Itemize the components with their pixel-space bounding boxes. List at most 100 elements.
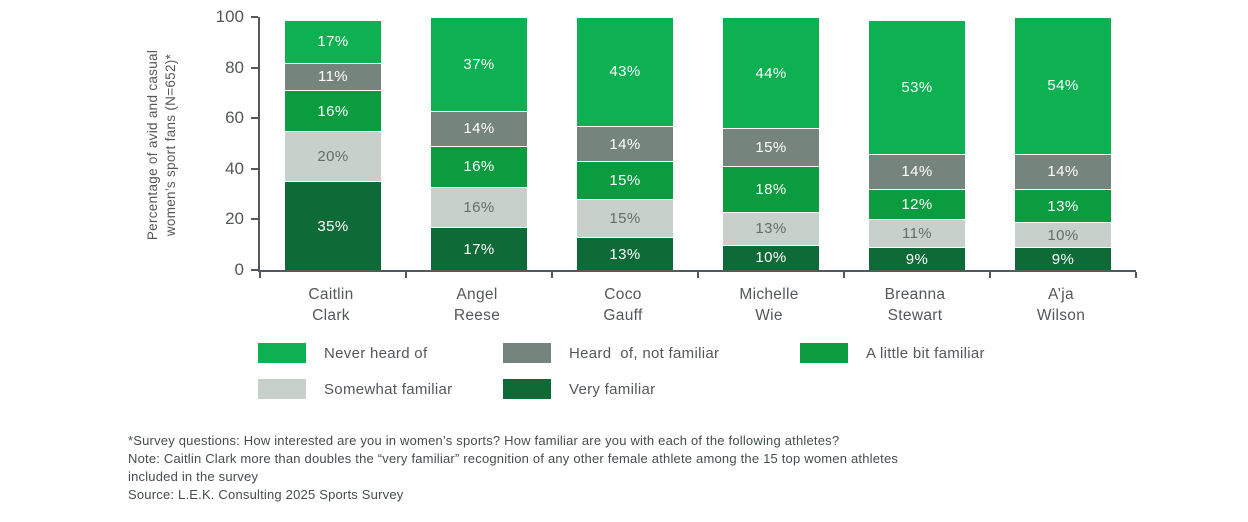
bar-segment: 13%	[723, 211, 819, 245]
bar-segment-label: 16%	[317, 102, 349, 120]
legend-label: Never heard of	[324, 344, 428, 362]
legend-swatch	[258, 343, 306, 363]
category-label-line: Clark	[312, 307, 350, 324]
bar-segment-label: 15%	[609, 210, 641, 228]
footnote-line: included in the survey	[128, 469, 259, 484]
bar-segment-label: 14%	[901, 163, 933, 181]
bar-segment-label: 12%	[901, 196, 933, 214]
footnote-line: Note: Caitlin Clark more than doubles th…	[128, 451, 899, 466]
bar-segment: 13%	[1015, 189, 1111, 222]
x-axis-tick	[697, 272, 699, 278]
category-label-line: Reese	[453, 307, 501, 324]
legend-swatch	[503, 343, 551, 363]
y-axis-tick-label: 40	[225, 158, 244, 178]
category-label: Breanna Stewart	[842, 284, 988, 326]
bar-segment: 11%	[285, 62, 381, 91]
bar-segment: 43%	[577, 17, 673, 126]
bar-segment-label: 11%	[901, 225, 933, 243]
x-axis-tick	[989, 272, 991, 278]
y-axis-tick	[251, 117, 258, 120]
bars-container: 35% 20% 16% 11% 17% 17% 16% 16% 14% 37% 13% 15% 15% 1…	[260, 17, 1136, 270]
legend-swatch	[800, 343, 848, 363]
bar-segment: 14%	[1015, 153, 1111, 190]
stacked-bar: 9% 10% 13% 14% 54%	[1015, 17, 1111, 270]
bar-segment-label: 11%	[317, 68, 349, 86]
bar-segment-label: 35%	[317, 217, 349, 235]
bar-segment-label: 17%	[463, 240, 495, 258]
y-axis-title-line2: women’s sport fans (N=652)*	[163, 53, 178, 237]
legend-label: A little bit familiar	[866, 344, 985, 362]
bar-segment-label: 54%	[1047, 77, 1079, 95]
y-axis-tick-label: 20	[225, 209, 244, 229]
category-label-line: A’ja	[1048, 286, 1074, 303]
bar-segment-label: 53%	[901, 78, 933, 96]
bar-segment-label: 20%	[317, 148, 349, 166]
x-axis-tick	[404, 272, 407, 278]
bar-segment: 16%	[431, 146, 527, 187]
bar-segment: 15%	[577, 161, 673, 200]
y-axis-tick	[251, 66, 258, 69]
bar-segment-label: 9%	[1051, 250, 1075, 268]
category-label-line: Michelle	[739, 286, 799, 303]
bar-segment-label: 10%	[1047, 226, 1079, 244]
bar-segment: 20%	[285, 130, 381, 182]
bar-segment: 10%	[723, 244, 819, 270]
category-label: Michelle Wie	[696, 284, 842, 326]
x-axis-tick	[842, 272, 845, 278]
y-axis-title: Percentage of avid and casual women’s sp…	[144, 0, 182, 295]
legend-label: Very familiar	[569, 380, 656, 398]
stacked-bar: 17% 16% 16% 14% 37%	[431, 17, 527, 270]
category-label: Angel Reese	[404, 284, 550, 326]
bar-slot: 9% 10% 13% 14% 54%	[990, 17, 1136, 270]
category-label-line: Caitlin	[308, 286, 354, 303]
y-axis-tick	[251, 269, 258, 271]
bar-segment: 17%	[285, 19, 381, 63]
x-axis-tick	[259, 272, 261, 278]
bar-segment: 14%	[577, 125, 673, 162]
bar-segment: 12%	[869, 189, 965, 220]
bar-segment-label: 13%	[609, 245, 641, 263]
footnote-line: *Survey questions: How interested are yo…	[128, 433, 840, 448]
stacked-bar: 9% 11% 12% 14% 53%	[869, 17, 965, 270]
category-label-line: Angel	[456, 286, 498, 303]
y-axis-tick-label: 60	[225, 108, 244, 128]
legend-label: Somewhat familiar	[324, 380, 453, 398]
bar-segment-label: 37%	[463, 55, 495, 73]
legend-item: Somewhat familiar	[258, 379, 503, 399]
category-label: A’ja Wilson	[988, 284, 1134, 326]
y-axis-tick	[251, 167, 258, 170]
bar-segment-label: 43%	[609, 63, 641, 81]
bar-slot: 10% 13% 18% 15% 44%	[698, 17, 844, 270]
bar-segment: 53%	[869, 19, 965, 154]
category-label: Caitlin Clark	[258, 284, 404, 326]
stacked-bar: 10% 13% 18% 15% 44%	[723, 17, 819, 270]
bar-segment: 16%	[285, 90, 381, 131]
bar-segment: 16%	[431, 186, 527, 227]
y-axis-title-line1: Percentage of avid and casual	[145, 49, 160, 241]
bar-segment-label: 44%	[755, 64, 787, 82]
category-label-line: Breanna	[884, 286, 946, 303]
bar-segment: 9%	[869, 247, 965, 270]
legend-item: Never heard of	[258, 343, 503, 363]
bar-segment-label: 14%	[463, 120, 495, 138]
bar-segment: 54%	[1015, 17, 1111, 154]
category-label-line: Coco	[604, 286, 642, 303]
x-axis-labels: Caitlin Clark Angel Reese Coco Gauff Michelle W…	[258, 284, 1134, 326]
y-axis-tick	[251, 218, 258, 221]
footnotes: *Survey questions: How interested are yo…	[128, 432, 898, 504]
bar-slot: 9% 11% 12% 14% 53%	[844, 17, 990, 270]
y-axis-tick	[251, 16, 258, 18]
legend: Never heard of Heard of, not familiar A li…	[258, 343, 985, 399]
bar-segment: 17%	[431, 227, 527, 270]
legend-item: Heard of, not familiar	[503, 343, 800, 363]
category-label-line: Gauff	[603, 307, 643, 324]
legend-label: Heard of, not familiar	[569, 344, 720, 362]
bar-segment: 14%	[869, 153, 965, 190]
bar-slot: 35% 20% 16% 11% 17%	[260, 17, 406, 270]
bar-segment: 15%	[577, 199, 673, 238]
y-axis-tick-label: 80	[225, 57, 244, 77]
legend-item: A little bit familiar	[800, 343, 985, 363]
bar-segment-label: 16%	[463, 198, 495, 216]
footnote-line: Source: L.E.K. Consulting 2025 Sports Su…	[128, 487, 404, 502]
